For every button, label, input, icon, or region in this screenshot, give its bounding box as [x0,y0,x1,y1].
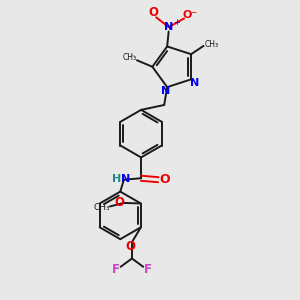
Text: N: N [161,86,170,96]
Text: O⁻: O⁻ [182,10,198,20]
Text: N: N [121,174,130,184]
Text: CH₃: CH₃ [122,53,136,62]
Text: CH₃: CH₃ [93,202,110,211]
Text: H: H [112,174,121,184]
Text: N: N [164,22,173,32]
Text: O: O [125,240,136,254]
Text: N: N [190,78,199,88]
Text: F: F [144,263,152,276]
Text: methyl: methyl [131,55,136,56]
Text: +: + [173,18,180,27]
Text: O: O [159,172,170,186]
Text: CH₃: CH₃ [205,40,219,49]
Text: F: F [112,263,120,276]
Text: O: O [149,6,159,19]
Text: O: O [114,196,124,209]
